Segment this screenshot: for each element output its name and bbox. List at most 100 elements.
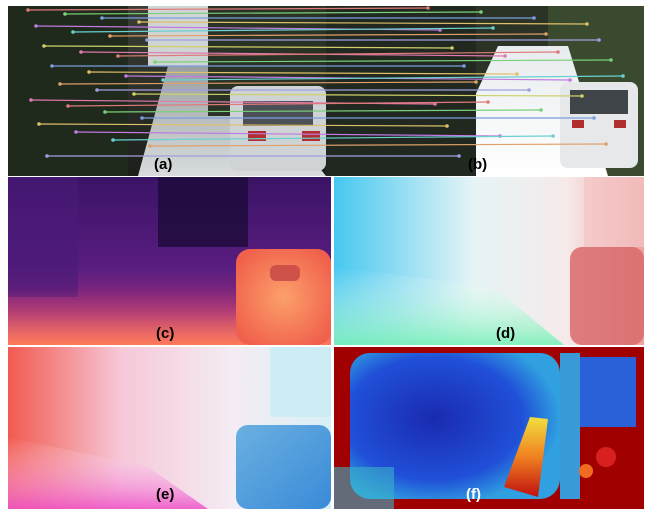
match-line bbox=[88, 71, 518, 75]
match-keypoint bbox=[479, 10, 483, 14]
match-keypoint bbox=[111, 138, 115, 142]
heat-high-error-spot bbox=[504, 417, 548, 497]
match-keypoint bbox=[124, 74, 128, 78]
match-keypoint bbox=[450, 46, 454, 50]
match-line bbox=[75, 131, 501, 137]
match-keypoint bbox=[551, 134, 555, 138]
panel-label-d: (d) bbox=[496, 325, 516, 342]
depth-far-region bbox=[158, 177, 248, 247]
heat-blob-1 bbox=[596, 447, 616, 467]
match-keypoint bbox=[532, 16, 536, 20]
match-line bbox=[138, 21, 588, 25]
match-keypoint bbox=[568, 78, 572, 82]
match-line bbox=[162, 75, 624, 81]
match-keypoint bbox=[457, 154, 461, 158]
match-keypoint bbox=[34, 24, 38, 28]
heat-right-region bbox=[580, 357, 636, 427]
match-keypoint bbox=[148, 144, 152, 148]
depth-map-panel bbox=[8, 177, 331, 345]
match-keypoint bbox=[95, 88, 99, 92]
error-heatmap-panel bbox=[334, 347, 644, 509]
heat-bottom-left bbox=[334, 467, 394, 509]
match-keypoint bbox=[145, 38, 149, 42]
match-keypoint bbox=[445, 124, 449, 128]
match-keypoint bbox=[26, 8, 30, 12]
match-keypoint bbox=[66, 104, 70, 108]
depth-left-trees bbox=[8, 177, 78, 297]
right-car-taillight-2 bbox=[614, 120, 626, 128]
match-line bbox=[27, 7, 429, 11]
match-line bbox=[154, 59, 612, 63]
match-keypoint bbox=[63, 12, 67, 16]
scene-floor bbox=[8, 437, 208, 509]
match-keypoint bbox=[491, 26, 495, 30]
match-keypoint bbox=[474, 80, 478, 84]
match-keypoint bbox=[137, 20, 141, 24]
left-car-taillight-2 bbox=[302, 131, 320, 141]
match-keypoint bbox=[556, 50, 560, 54]
match-line bbox=[104, 109, 542, 113]
match-keypoint bbox=[87, 70, 91, 74]
panel-label-a: (a) bbox=[154, 156, 173, 173]
match-keypoint bbox=[597, 38, 601, 42]
scene-flow-panel bbox=[8, 347, 331, 509]
match-keypoint bbox=[609, 58, 613, 62]
matching-panel bbox=[8, 6, 644, 176]
match-keypoint bbox=[503, 54, 507, 58]
match-keypoint bbox=[527, 88, 531, 92]
match-keypoint bbox=[71, 30, 75, 34]
heat-transition bbox=[560, 353, 580, 499]
match-line bbox=[133, 93, 583, 97]
match-keypoint bbox=[462, 64, 466, 68]
right-car-taillight bbox=[572, 120, 584, 128]
depth-car-window bbox=[270, 265, 300, 281]
match-keypoint bbox=[585, 22, 589, 26]
depth-map-image bbox=[8, 177, 331, 345]
right-car-window bbox=[570, 90, 628, 114]
match-keypoint bbox=[592, 116, 596, 120]
match-lines bbox=[26, 6, 625, 158]
match-keypoint bbox=[100, 16, 104, 20]
flow-floor bbox=[334, 267, 564, 345]
match-line bbox=[67, 101, 489, 107]
match-line bbox=[149, 143, 607, 147]
match-keypoint bbox=[539, 108, 543, 112]
depth-car bbox=[236, 249, 331, 345]
match-keypoint bbox=[29, 98, 33, 102]
panel-label-e: (e) bbox=[156, 486, 175, 503]
match-keypoint bbox=[58, 82, 62, 86]
match-keypoint bbox=[42, 44, 46, 48]
panel-label-f: (f) bbox=[466, 486, 481, 503]
scene-flow-image bbox=[8, 347, 331, 509]
heat-blob-2 bbox=[579, 464, 593, 478]
match-keypoint bbox=[37, 122, 41, 126]
match-keypoint bbox=[161, 78, 165, 82]
panel-label-b: (b) bbox=[468, 156, 488, 173]
match-keypoint bbox=[45, 154, 49, 158]
match-line bbox=[59, 81, 477, 85]
match-keypoint bbox=[103, 110, 107, 114]
error-heatmap-image bbox=[334, 347, 644, 509]
heat-low-error-region bbox=[350, 353, 560, 499]
scene-car bbox=[236, 425, 331, 509]
optical-flow-panel bbox=[334, 177, 644, 345]
match-keypoint bbox=[50, 64, 54, 68]
left-car-taillight bbox=[248, 131, 266, 141]
match-keypoint bbox=[116, 54, 120, 58]
match-keypoint bbox=[486, 100, 490, 104]
match-line bbox=[109, 33, 547, 37]
matching-image bbox=[8, 6, 644, 176]
match-line bbox=[43, 45, 453, 49]
flow-car bbox=[570, 247, 644, 345]
right-left-trees bbox=[326, 6, 476, 176]
match-keypoint bbox=[74, 130, 78, 134]
left-car bbox=[230, 86, 326, 171]
left-trees bbox=[8, 6, 128, 176]
match-keypoint bbox=[621, 74, 625, 78]
match-keypoint bbox=[153, 60, 157, 64]
match-line bbox=[64, 11, 482, 15]
match-line bbox=[38, 123, 448, 127]
panel-label-c: (c) bbox=[156, 325, 175, 342]
match-line bbox=[72, 27, 494, 33]
match-keypoint bbox=[515, 72, 519, 76]
